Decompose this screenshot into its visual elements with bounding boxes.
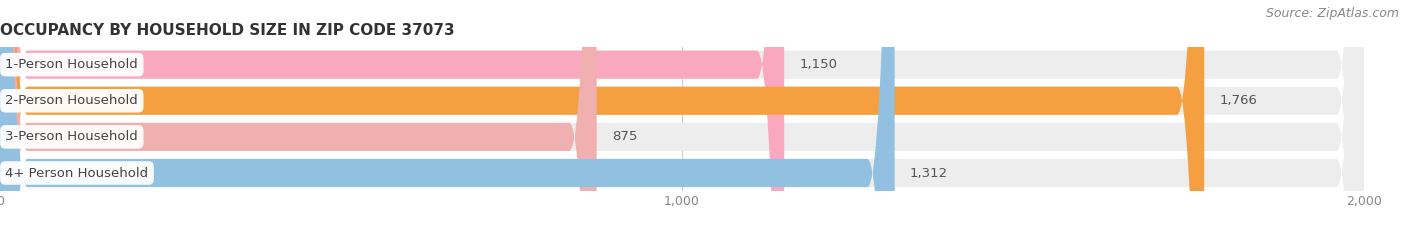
FancyBboxPatch shape: [0, 0, 1364, 233]
Text: 1,766: 1,766: [1219, 94, 1257, 107]
Text: 4+ Person Household: 4+ Person Household: [6, 167, 149, 179]
Text: Source: ZipAtlas.com: Source: ZipAtlas.com: [1265, 7, 1399, 20]
Text: 2-Person Household: 2-Person Household: [6, 94, 138, 107]
FancyBboxPatch shape: [0, 0, 1205, 233]
Text: 1-Person Household: 1-Person Household: [6, 58, 138, 71]
FancyBboxPatch shape: [0, 0, 1364, 233]
FancyBboxPatch shape: [0, 0, 1364, 233]
Text: 875: 875: [612, 130, 637, 143]
Text: 1,150: 1,150: [799, 58, 837, 71]
FancyBboxPatch shape: [0, 0, 596, 233]
FancyBboxPatch shape: [0, 0, 1364, 233]
Text: 1,312: 1,312: [910, 167, 948, 179]
Text: OCCUPANCY BY HOUSEHOLD SIZE IN ZIP CODE 37073: OCCUPANCY BY HOUSEHOLD SIZE IN ZIP CODE …: [0, 24, 454, 38]
Text: 3-Person Household: 3-Person Household: [6, 130, 138, 143]
FancyBboxPatch shape: [0, 0, 785, 233]
FancyBboxPatch shape: [0, 0, 894, 233]
